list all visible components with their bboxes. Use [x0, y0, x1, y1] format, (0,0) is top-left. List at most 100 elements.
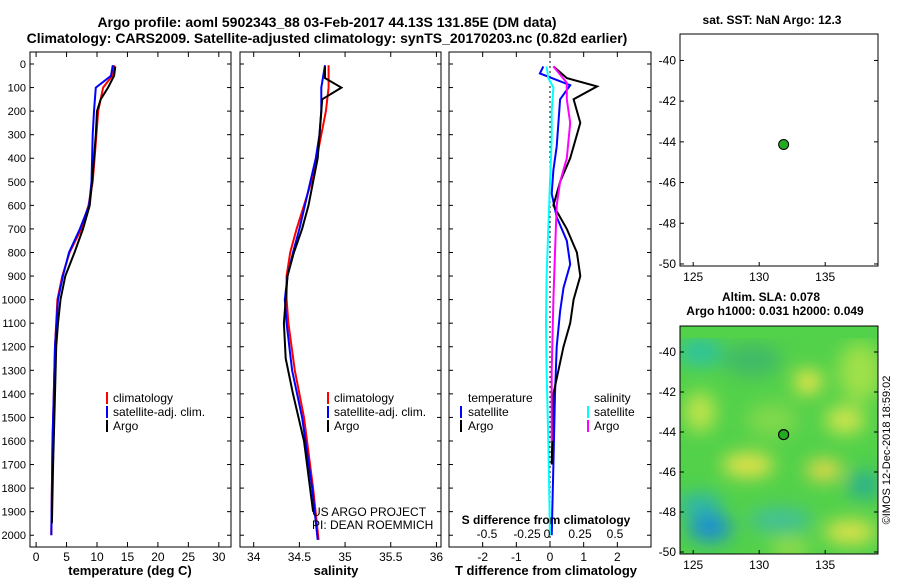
sla-map-lat-tick-label: -46 — [659, 465, 677, 479]
s-difference-ticks: -0.5 -0.25 0 0.25 0.5 — [477, 527, 624, 541]
sla-map-lat-tick-label: -48 — [659, 505, 677, 519]
legend-label-climatology: climatology — [334, 391, 394, 405]
temperature-x-tick-label: 10 — [90, 550, 104, 564]
sla-map-lat-tick-label: -40 — [659, 345, 677, 359]
sst-map-lat-tick-label: -42 — [659, 94, 677, 108]
depth-tick-label: 1800 — [2, 483, 26, 495]
salinity-x-tick-label: 36 — [430, 550, 444, 564]
salinity-x-tick-label: 34 — [247, 550, 261, 564]
temperature-legend: climatology satellite-adj. clim. Argo — [106, 391, 205, 433]
project-credit-line1: US ARGO PROJECT — [312, 505, 427, 519]
salinity-axis-label: salinity — [314, 563, 360, 578]
depth-tick-label: 1600 — [2, 436, 26, 448]
temperature-x-tick-label: 30 — [212, 550, 226, 564]
sst-map-lon-tick-label: 125 — [683, 270, 703, 284]
depth-tick-label: 300 — [8, 130, 26, 142]
depth-tick-label: 1900 — [2, 507, 26, 519]
depth-tick-label: 0 — [20, 59, 26, 71]
sla-map-lat-tick-label: -50 — [659, 545, 677, 559]
difference-series-t-argo — [550, 65, 600, 465]
s-difference-tick-label: -0.5 — [477, 527, 498, 541]
legend-label-s-satellite: satellite — [594, 405, 635, 419]
difference-series-s-argo — [550, 65, 572, 441]
salinity-x-tick-label: 35 — [338, 550, 352, 564]
depth-tick-label: 1300 — [2, 365, 26, 377]
temperature-series-argo — [50, 66, 117, 524]
depth-tick-label: 600 — [8, 200, 26, 212]
difference-x-tick-label: 0 — [547, 550, 554, 564]
temperature-x-tick-label: 0 — [33, 550, 40, 564]
difference-series-s-satellite — [544, 66, 555, 536]
sla-map-frame — [679, 325, 879, 555]
difference-x-tick-label: 2 — [614, 550, 621, 564]
depth-tick-label: 500 — [8, 177, 26, 189]
temperature-x-tick-label: 25 — [182, 550, 196, 564]
difference-legend: temperature satellite Argo salinity sate… — [460, 391, 635, 433]
temperature-x-tick-label: 20 — [151, 550, 165, 564]
sst-map-lat-tick-label: -44 — [659, 135, 677, 149]
sla-map-title: Altim. SLA: 0.078 — [722, 290, 820, 304]
sst-map-lat-tick-label: -40 — [659, 53, 677, 67]
sst-map-frame — [679, 33, 879, 267]
sla-argo-position-marker — [778, 429, 790, 441]
sst-map-lon-tick-label: 135 — [815, 270, 835, 284]
legend-label-satellite: satellite-adj. clim. — [113, 405, 205, 419]
sst-map-lat-tick-label: -48 — [659, 216, 677, 230]
sla-map-lon-tick-label: 135 — [815, 558, 835, 572]
depth-axis: 0 100 200 300 400 500 600 700 800 900 1000 1100 1200… — [2, 59, 651, 542]
sst-map-lon-tick-label: 130 — [749, 270, 769, 284]
sst-map-lat-tick-label: -50 — [659, 257, 677, 271]
figure-title-line2: Climatology: CARS2009. Satellite-adjuste… — [27, 30, 628, 46]
depth-tick-label: 1000 — [2, 295, 26, 307]
profile-curves — [50, 65, 600, 541]
salinity-legend: climatology satellite-adj. clim. Argo — [327, 391, 426, 433]
sst-map-axes: 125 130 135 -40 -42 -44 -46 -48 -50 — [659, 53, 878, 284]
difference-axis-label: T difference from climatology — [455, 563, 638, 578]
legend-label-s-argo: Argo — [594, 419, 620, 433]
depth-tick-label: 400 — [8, 153, 26, 165]
sla-map-subtitle: Argo h1000: 0.031 h2000: 0.049 — [686, 304, 864, 318]
depth-tick-label: 200 — [8, 106, 26, 118]
legend-label-climatology: climatology — [113, 391, 173, 405]
salinity-series-argo — [282, 66, 344, 512]
sla-map-lat-tick-label: -44 — [659, 425, 677, 439]
legend-heading-salinity: salinity — [594, 391, 631, 405]
salinity-series-climatology — [285, 65, 330, 541]
sla-map-axes: 125 130 135 -40 -42 -44 -46 -48 -50 — [659, 345, 878, 572]
difference-x-tick-label: 1 — [580, 550, 587, 564]
sst-argo-position-marker — [778, 139, 790, 151]
depth-tick-label: 1400 — [2, 389, 26, 401]
depth-tick-label: 2000 — [2, 530, 26, 542]
sla-heatmap — [680, 326, 878, 554]
salinity-x-tick-label: 35.5 — [379, 550, 403, 564]
difference-series-t-satellite — [538, 65, 572, 536]
temperature-x-tick-label: 5 — [63, 550, 70, 564]
legend-label-argo: Argo — [113, 419, 139, 433]
project-credit-line2: PI: DEAN ROEMMICH — [312, 518, 433, 532]
temperature-series-satellite-adj-clim — [50, 65, 114, 536]
imos-timestamp: ©IMOS 12-Dec-2018 18:59:02 — [881, 376, 893, 525]
depth-tick-label: 900 — [8, 271, 26, 283]
salinity-panel — [239, 51, 442, 548]
difference-x-tick-label: -1 — [511, 550, 522, 564]
depth-tick-label: 800 — [8, 247, 26, 259]
sla-map-lat-tick-label: -42 — [659, 385, 677, 399]
legend-label-argo: Argo — [334, 419, 360, 433]
s-difference-title: S difference from climatology — [462, 513, 631, 527]
figure-title-line1: Argo profile: aoml 5902343_88 03-Feb-201… — [97, 14, 556, 30]
legend-label-t-argo: Argo — [468, 419, 494, 433]
depth-tick-label: 1500 — [2, 412, 26, 424]
temperature-x-tick-label: 15 — [121, 550, 135, 564]
legend-label-satellite: satellite-adj. clim. — [334, 405, 426, 419]
s-difference-tick-label: -0.25 — [513, 527, 541, 541]
difference-x-tick-label: -2 — [477, 550, 488, 564]
depth-tick-label: 1200 — [2, 342, 26, 354]
s-difference-tick-label: 0 — [544, 527, 551, 541]
depth-tick-label: 1100 — [2, 318, 26, 330]
legend-label-t-satellite: satellite — [468, 405, 509, 419]
x-axes: 0 5 10 15 20 25 30 34 34.5 35 35.5 36 -2 -1 0 1 2 — [33, 52, 621, 564]
temperature-axis-label: temperature (deg C) — [68, 563, 192, 578]
sla-map-lon-tick-label: 125 — [683, 558, 703, 572]
depth-tick-label: 1700 — [2, 460, 26, 472]
